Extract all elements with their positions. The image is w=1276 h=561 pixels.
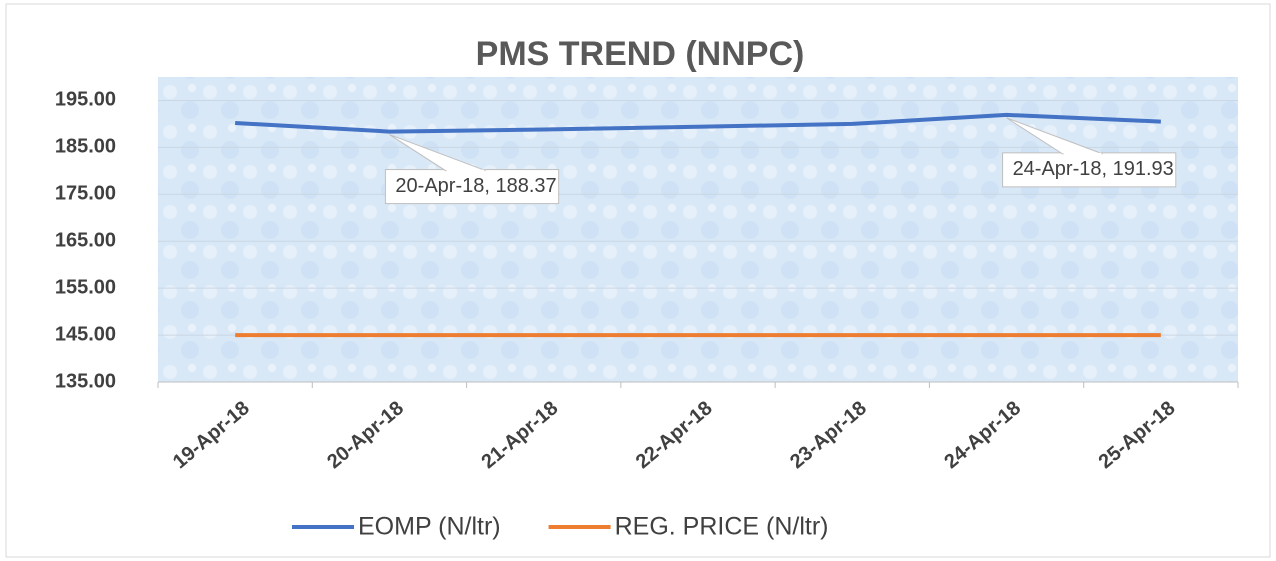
y-tick-label: 185.00: [55, 136, 116, 158]
legend-label: REG. PRICE (N/ltr): [615, 513, 829, 541]
y-tick-label: 135.00: [55, 370, 116, 392]
data-label: 24-Apr-18, 191.93: [1013, 158, 1174, 180]
y-tick-label: 175.00: [55, 183, 116, 205]
callout-box: [384, 169, 560, 205]
y-tick-label: 155.00: [55, 276, 116, 298]
data-label-callout: 20-Apr-18, 188.37: [384, 134, 560, 205]
y-tick-label: 145.00: [55, 323, 116, 345]
y-tick-label: 165.00: [55, 230, 116, 252]
legend-label: EOMP (N/ltr): [358, 513, 501, 541]
data-label: 20-Apr-18, 188.37: [395, 175, 556, 197]
y-tick-label: 195.00: [55, 89, 116, 111]
callout-box: [1002, 152, 1177, 188]
series-line: [235, 112, 1161, 134]
chart-title: PMS TREND (NNPC): [476, 35, 805, 73]
data-label-callout: 24-Apr-18, 191.93: [1002, 117, 1177, 188]
